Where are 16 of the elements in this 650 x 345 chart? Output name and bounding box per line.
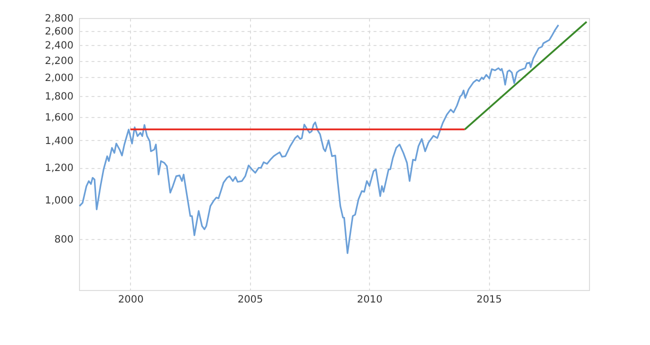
y-tick-label: 1,400 (44, 136, 74, 147)
x-tick-label: 2000 (118, 294, 144, 306)
y-tick-label: 2,200 (44, 56, 74, 68)
y-tick-label: 1,000 (44, 195, 74, 206)
x-tick-label: 2010 (357, 294, 382, 306)
y-tick-label: 1,600 (44, 112, 74, 124)
y-tick-label: 2,000 (44, 72, 74, 84)
x-tick-label: 2005 (238, 294, 264, 306)
y-tick-label: 800 (54, 234, 74, 246)
line-series (79, 24, 560, 254)
y-tick-label: 1,200 (44, 163, 74, 174)
y-tick-label: 2,800 (44, 14, 74, 24)
y-tick-label: 2,600 (44, 26, 74, 38)
y-tick-label: 1,800 (44, 92, 74, 103)
y-tick-label: 2,400 (44, 40, 74, 52)
x-tick-label: 2015 (476, 294, 502, 306)
